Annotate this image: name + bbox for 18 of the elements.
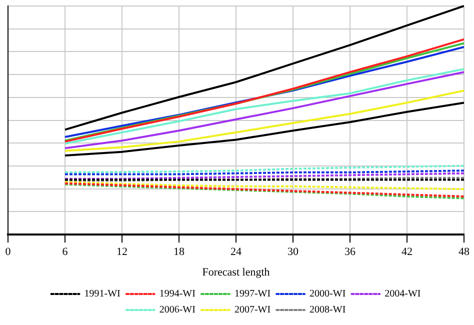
legend-label: 2008-WI	[310, 304, 346, 316]
legend-label: 1991-WI	[84, 288, 120, 300]
x-tick-label: 12	[116, 246, 128, 258]
x-tick-label: 30	[288, 246, 299, 258]
legend-label: 2006-WI	[159, 304, 196, 316]
x-tick-label: 24	[230, 246, 242, 258]
legend-label: 1997-WI	[234, 288, 271, 300]
legend-label: 2007-WI	[234, 304, 271, 316]
x-tick-label: 48	[458, 246, 470, 258]
x-tick-label: 18	[174, 246, 185, 258]
x-tick-label: 6	[62, 246, 68, 258]
legend-label: 2004-WI	[384, 288, 421, 300]
x-tick-label: 36	[344, 246, 356, 258]
x-tick-label: 0	[5, 246, 12, 258]
legend-label: 2000-WI	[310, 288, 346, 300]
x-axis-title: Forecast length	[202, 266, 270, 278]
legend-label: 1994-WI	[159, 288, 196, 300]
x-tick-label: 42	[402, 246, 412, 258]
